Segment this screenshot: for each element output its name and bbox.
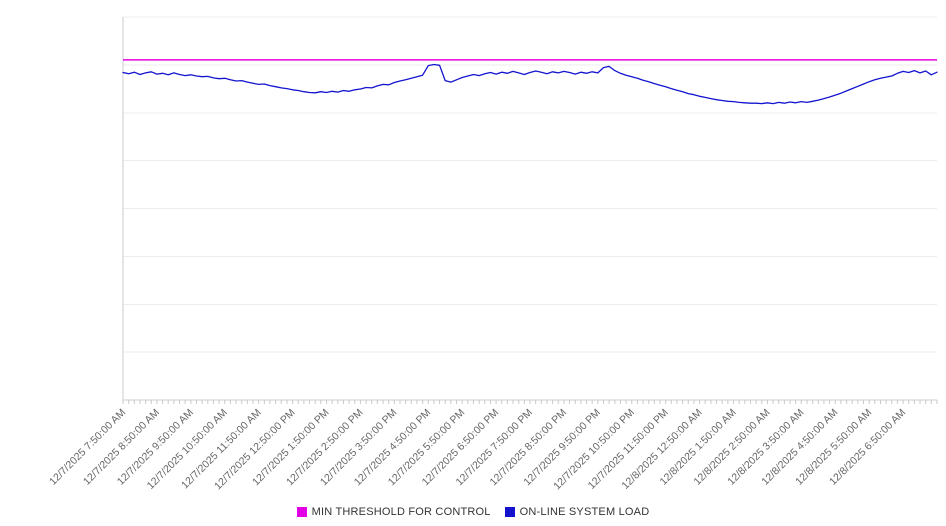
legend-label-min-threshold: MIN THRESHOLD FOR CONTROL [311,506,491,518]
legend-swatch-min-threshold-icon [296,507,307,517]
x-axis-ticks [122,400,938,404]
legend-item-min-threshold[interactable]: MIN THRESHOLD FOR CONTROL [296,506,491,518]
gridlines [123,16,937,401]
legend-item-system-load[interactable]: ON-LINE SYSTEM LOAD [504,506,650,518]
legend: MIN THRESHOLD FOR CONTROL ON-LINE SYSTEM… [0,506,946,518]
system-load-line [122,63,938,105]
legend-swatch-system-load-icon [504,507,515,517]
legend-label-system-load: ON-LINE SYSTEM LOAD [519,506,650,518]
